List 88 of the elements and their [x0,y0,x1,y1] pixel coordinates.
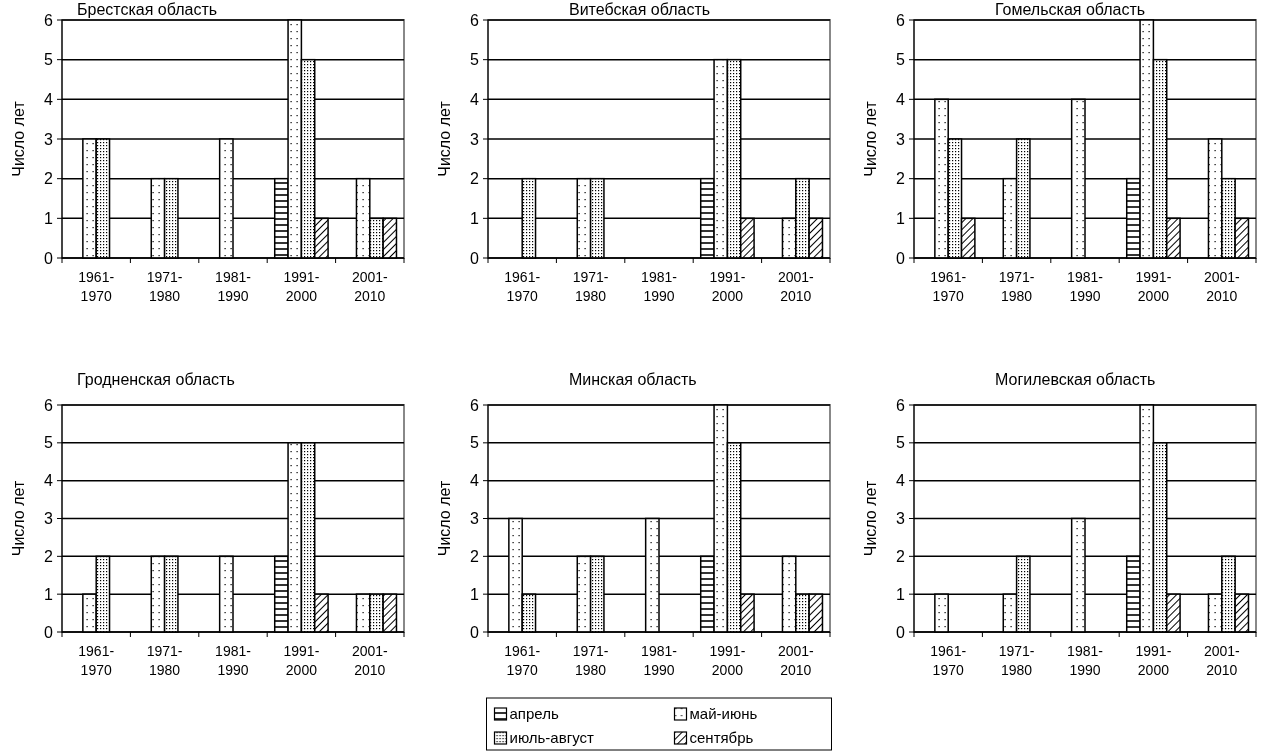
y-tick-label: 0 [44,249,54,267]
y-tick-label: 3 [470,130,480,148]
y-tick-label: 3 [44,130,54,148]
y-tick-label: 3 [896,510,906,528]
chart-title: Могилевская область [995,371,1156,388]
y-tick-label: 5 [470,434,480,452]
y-tick-label: 2 [44,170,54,188]
y-tick-label: 1 [470,585,480,603]
x-tick-label: 1981-1990 [215,643,252,678]
x-tick-label: 1991-2000 [709,269,746,304]
legend-label: апрель [509,705,559,722]
y-tick-label: 5 [44,51,54,69]
x-tick-label: 1981-1990 [1067,269,1104,304]
y-tick-label: 2 [470,547,480,565]
y-tick-label: 6 [44,11,54,29]
y-tick-label: 0 [44,623,54,641]
x-tick-label: 1971-1980 [998,269,1035,304]
x-tick-label: 1991-2000 [283,269,320,304]
y-tick-label: 2 [896,170,906,188]
x-tick-label: 2001-2010 [777,269,815,304]
y-tick-label: 3 [470,510,480,528]
y-tick-label: 0 [896,623,906,641]
y-tick-label: 3 [44,510,54,528]
x-tick-label: 1981-1990 [215,269,252,304]
y-tick-label: 1 [44,209,54,227]
y-tick-label: 0 [896,249,906,267]
legend-label: май-июнь [689,705,758,722]
y-tick-label: 0 [470,623,480,641]
y-tick-label: 6 [470,11,480,29]
y-tick-label: 1 [896,585,906,603]
x-tick-label: 2001-2010 [1203,643,1241,678]
y-tick-label: 5 [896,434,906,452]
x-tick-label: 1961-1970 [78,643,115,678]
x-tick-label: 2001-2010 [777,643,815,678]
y-tick-label: 2 [470,170,480,188]
legend-label: июль-август [509,729,594,746]
y-tick-label: 5 [44,434,54,452]
x-tick-label: 2001-2010 [351,269,389,304]
y-tick-label: 4 [896,90,906,108]
x-tick-label: 1961-1970 [78,269,115,304]
x-tick-label: 1981-1990 [1067,643,1104,678]
y-axis-title: Число лет [10,480,27,557]
y-axis-title: Число лет [436,100,453,177]
chart-title: Брестская область [77,1,218,18]
chart-title: Гродненская область [77,371,235,388]
x-tick-label: 1971-1980 [998,643,1035,678]
x-tick-label: 1961-1970 [930,269,967,304]
y-tick-label: 1 [470,209,480,227]
x-tick-label: 1981-1990 [641,643,678,678]
x-tick-label: 1961-1970 [930,643,967,678]
x-tick-label: 2001-2010 [1203,269,1241,304]
x-tick-label: 1961-1970 [504,269,541,304]
chart-title: Гомельская область [995,1,1146,18]
x-tick-label: 1961-1970 [504,643,541,678]
y-tick-label: 1 [896,209,906,227]
y-tick-label: 4 [470,90,480,108]
x-tick-label: 1991-2000 [1135,643,1172,678]
y-tick-label: 6 [896,396,906,414]
y-tick-label: 6 [44,396,54,414]
y-axis-title: Число лет [862,480,879,557]
y-tick-label: 4 [44,472,54,490]
y-tick-label: 5 [470,51,480,69]
chart-title: Витебская область [569,1,711,18]
y-tick-label: 1 [44,585,54,603]
x-tick-label: 1991-2000 [1135,269,1172,304]
y-tick-label: 2 [44,547,54,565]
y-tick-label: 2 [896,547,906,565]
y-tick-label: 4 [44,90,54,108]
x-tick-label: 1971-1980 [146,643,183,678]
x-tick-label: 1971-1980 [146,269,183,304]
y-tick-label: 0 [470,249,480,267]
y-axis-title: Число лет [10,100,27,177]
y-tick-label: 5 [896,51,906,69]
x-tick-label: 1971-1980 [572,643,609,678]
x-tick-label: 2001-2010 [351,643,389,678]
y-tick-label: 6 [470,396,480,414]
legend-label: сентябрь [689,729,754,746]
x-tick-label: 1971-1980 [572,269,609,304]
chart-title: Минская область [569,371,697,388]
x-tick-label: 1981-1990 [641,269,678,304]
x-tick-label: 1991-2000 [283,643,320,678]
y-tick-label: 3 [896,130,906,148]
y-axis-title: Число лет [862,100,879,177]
y-tick-label: 4 [896,472,906,490]
y-axis-title: Число лет [436,480,453,557]
x-tick-label: 1991-2000 [709,643,746,678]
y-tick-label: 4 [470,472,480,490]
y-tick-label: 6 [896,11,906,29]
